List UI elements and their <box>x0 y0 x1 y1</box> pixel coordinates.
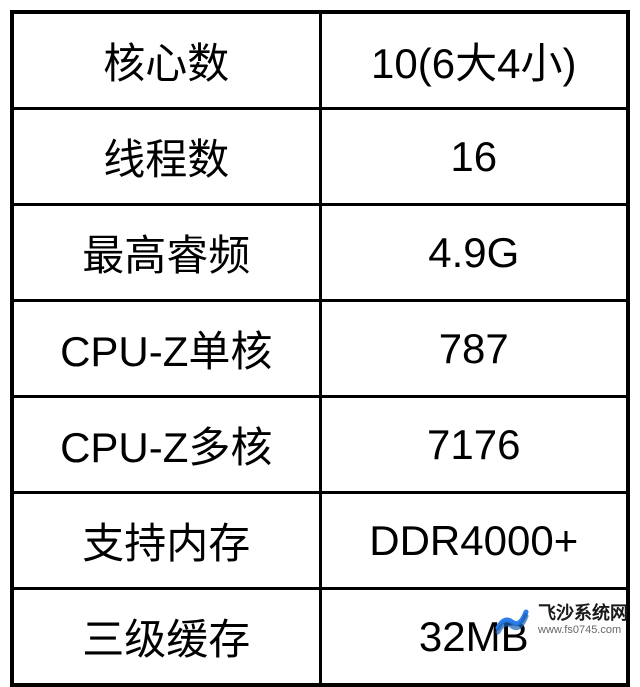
spec-label: 最高睿频 <box>12 205 320 301</box>
spec-value: 16 <box>320 109 628 205</box>
watermark-title: 飞沙系统网 <box>538 604 628 624</box>
spec-label: 线程数 <box>12 109 320 205</box>
spec-label: 支持内存 <box>12 493 320 589</box>
watermark-text: 飞沙系统网 www.fs0745.com <box>538 604 628 636</box>
spec-value: DDR4000+ <box>320 493 628 589</box>
spec-value: 787 <box>320 301 628 397</box>
table-row: 线程数 16 <box>12 109 628 205</box>
watermark: 飞沙系统网 www.fs0745.com <box>490 598 628 642</box>
cpu-spec-table: 核心数 10(6大4小) 线程数 16 最高睿频 4.9G CPU-Z单核 78… <box>10 10 630 687</box>
spec-label: CPU-Z单核 <box>12 301 320 397</box>
watermark-logo-icon <box>490 598 534 642</box>
table-row: CPU-Z单核 787 <box>12 301 628 397</box>
watermark-url: www.fs0745.com <box>538 624 628 636</box>
spec-label: CPU-Z多核 <box>12 397 320 493</box>
spec-label: 三级缓存 <box>12 589 320 686</box>
spec-label: 核心数 <box>12 12 320 109</box>
spec-value: 10(6大4小) <box>320 12 628 109</box>
table-row: 支持内存 DDR4000+ <box>12 493 628 589</box>
table-row: CPU-Z多核 7176 <box>12 397 628 493</box>
spec-value: 4.9G <box>320 205 628 301</box>
spec-value: 7176 <box>320 397 628 493</box>
spec-table-body: 核心数 10(6大4小) 线程数 16 最高睿频 4.9G CPU-Z单核 78… <box>12 12 628 685</box>
table-row: 最高睿频 4.9G <box>12 205 628 301</box>
table-row: 核心数 10(6大4小) <box>12 12 628 109</box>
